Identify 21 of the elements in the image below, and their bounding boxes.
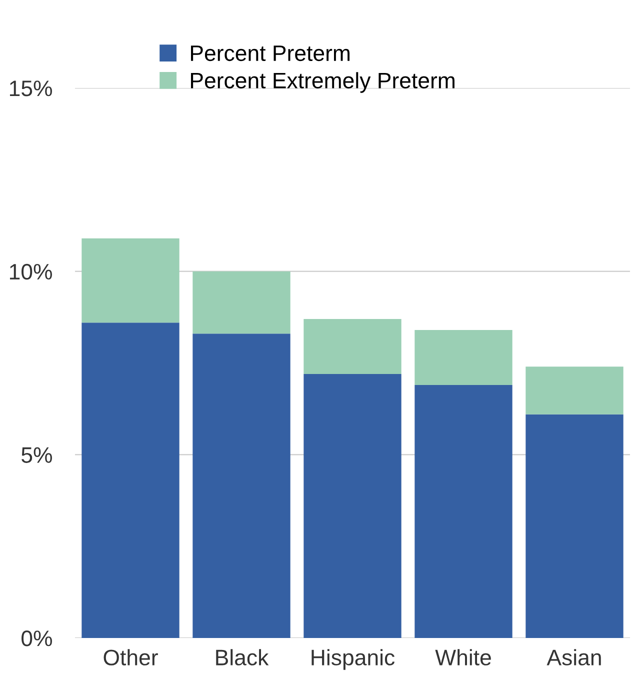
x-tick-label: Black bbox=[216, 649, 269, 666]
legend-label: Percent Extremely Preterm bbox=[191, 72, 454, 93]
bar bbox=[82, 322, 180, 638]
bar bbox=[192, 271, 290, 334]
bar bbox=[526, 414, 624, 638]
legend-label: Percent Preterm bbox=[191, 46, 350, 62]
bar bbox=[82, 238, 180, 323]
x-tick-label: Hispanic bbox=[312, 649, 395, 670]
y-tick-label: 15% bbox=[10, 80, 52, 96]
x-tick-label: Other bbox=[104, 649, 158, 666]
bar bbox=[192, 334, 290, 638]
bar bbox=[414, 330, 512, 385]
bar bbox=[414, 385, 512, 638]
bar bbox=[304, 374, 402, 638]
bar bbox=[526, 366, 624, 414]
y-tick-label: 5% bbox=[22, 447, 52, 463]
y-tick-label: 10% bbox=[10, 264, 52, 280]
y-tick-label: 0% bbox=[22, 630, 52, 646]
x-tick-label: White bbox=[435, 649, 491, 666]
x-tick-label: Asian bbox=[546, 649, 601, 666]
bar bbox=[304, 319, 402, 374]
